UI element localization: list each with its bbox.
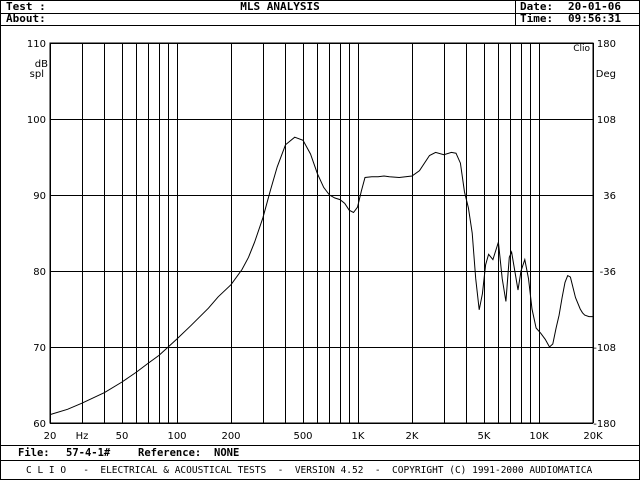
y-axis-right-labels: -180 -108 -36 36 108 180 (593, 39, 616, 430)
y-tick-label-left: 70 (33, 343, 46, 354)
test-label: Test : (6, 0, 46, 13)
credits-line: C L I O - ELECTRICAL & ACOUSTICAL TESTS … (26, 465, 593, 476)
y-tick-label-left: 110 (27, 39, 46, 50)
time-value: 09:56:31 (568, 12, 621, 25)
x-tick-label: 20 (44, 431, 57, 442)
date-value: 20-01-06 (568, 0, 621, 13)
y-axis-left-labels: 60 70 80 90 100 110 (27, 39, 46, 430)
left-unit-spl: spl (30, 69, 44, 80)
x-tick-label: 100 (167, 431, 186, 442)
x-tick-label: 50 (116, 431, 129, 442)
y-tick-label-left: 80 (33, 267, 46, 278)
reference-label: Reference: (138, 447, 202, 459)
x-tick-label: 500 (293, 431, 312, 442)
x-tick-label: 200 (221, 431, 240, 442)
file-label: File: (18, 447, 50, 459)
brand-label: Clio (573, 44, 590, 54)
x-grid (50, 43, 594, 423)
right-unit-deg: Deg (596, 69, 616, 80)
y-tick-label-right: 108 (597, 115, 616, 126)
y-tick-label-right: 36 (603, 191, 616, 202)
series-line (49, 136, 593, 416)
frequency-response-chart: 60 70 80 90 100 110 -180 -108 -36 36 108 180 20 Hz 5… (27, 39, 616, 442)
y-tick-label-left: 60 (33, 419, 46, 430)
header-bottom-rule (0, 25, 640, 26)
time-label: Time: (520, 12, 554, 25)
footer-separator (0, 460, 640, 461)
x-tick-label: 5K (478, 431, 491, 442)
y-tick-label-right: -108 (593, 343, 616, 354)
x-tick-label: 20K (583, 431, 603, 442)
left-unit-db: dB (35, 59, 48, 70)
header-separator (0, 13, 640, 14)
y-tick-label-right: -36 (600, 267, 616, 278)
reference-value: NONE (214, 447, 240, 459)
page-title: MLS ANALYSIS (240, 0, 320, 13)
x-axis-labels: 20 Hz 50 100 200 500 1K 2K 5K 10K 20K (44, 431, 603, 442)
y-tick-label-right: -180 (593, 419, 616, 430)
date-label: Date: (520, 0, 554, 13)
series-group (49, 136, 593, 416)
x-tick-label: Hz (76, 431, 89, 442)
y-tick-label-right: 180 (597, 39, 616, 50)
footer-top-rule (0, 445, 640, 446)
y-grid (50, 43, 593, 424)
x-tick-label: 10K (529, 431, 549, 442)
plot-area-border (49, 42, 594, 424)
y-tick-label-left: 100 (27, 115, 46, 126)
about-label: About: (6, 12, 46, 25)
y-tick-label-left: 90 (33, 191, 46, 202)
file-value: 57-4-1# (66, 447, 111, 459)
x-tick-label: 1K (352, 431, 365, 442)
x-tick-label: 2K (406, 431, 419, 442)
